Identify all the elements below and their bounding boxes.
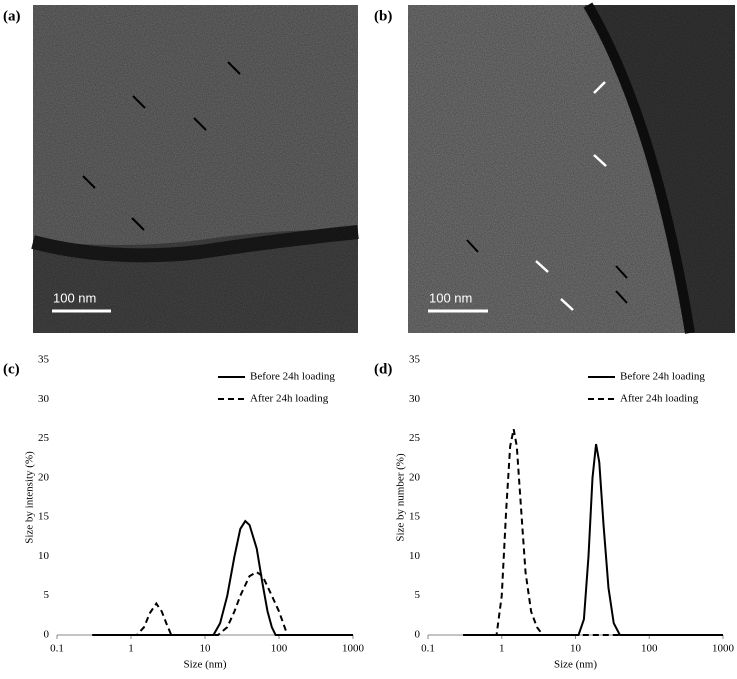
series-line — [92, 519, 353, 636]
x-tick-label: 100 — [641, 643, 658, 655]
y-tick-label: 20 — [38, 471, 50, 483]
y-axis-label: Size by number (%) — [395, 453, 407, 542]
y-tick-label: 25 — [38, 432, 50, 444]
x-tick-label: 1 — [128, 643, 134, 655]
series-line — [463, 443, 723, 636]
y-tick-label: 5 — [415, 589, 421, 601]
y-tick-label: 35 — [38, 354, 50, 366]
tem-image-b: 100 nm — [408, 2, 735, 334]
y-axis-label: Size by intensity (%) — [24, 451, 36, 544]
scale-bar-label: 100 nm — [429, 290, 472, 305]
y-tick-label: 35 — [409, 354, 421, 366]
x-tick-label: 0.1 — [50, 643, 64, 655]
y-tick-label: 25 — [409, 432, 421, 444]
legend-label: Before 24h loading — [250, 371, 335, 383]
y-tick-label: 5 — [44, 589, 50, 601]
scale-bar-label: 100 nm — [53, 290, 96, 305]
legend-label: After 24h loading — [620, 393, 699, 405]
legend-label: After 24h loading — [250, 393, 329, 405]
x-axis-label: Size (nm) — [554, 659, 597, 671]
x-axis-label: Size (nm) — [183, 659, 226, 671]
y-tick-label: 0 — [44, 629, 50, 641]
tem-image-a: 100 nm — [31, 5, 359, 333]
x-tick-label: 1 — [499, 643, 505, 655]
x-tick-label: 1000 — [342, 643, 365, 655]
panel-label: (b) — [374, 8, 392, 24]
y-tick-label: 20 — [409, 471, 421, 483]
legend-label: Before 24h loading — [620, 371, 705, 383]
panel-label: (c) — [3, 361, 20, 377]
series-line — [92, 570, 353, 636]
y-tick-label: 30 — [38, 393, 50, 405]
y-tick-label: 0 — [415, 629, 421, 641]
y-tick-label: 30 — [409, 393, 421, 405]
y-tick-label: 10 — [409, 550, 421, 562]
panel-label: (d) — [374, 361, 392, 377]
x-tick-label: 1000 — [712, 643, 735, 655]
y-tick-label: 15 — [38, 511, 50, 523]
panel-label: (a) — [3, 8, 21, 24]
x-tick-label: 10 — [200, 643, 212, 655]
x-tick-label: 100 — [271, 643, 288, 655]
x-tick-label: 10 — [570, 643, 582, 655]
x-tick-label: 0.1 — [421, 643, 435, 655]
y-tick-label: 10 — [38, 550, 50, 562]
y-tick-label: 15 — [409, 511, 421, 523]
series-line — [463, 428, 723, 636]
